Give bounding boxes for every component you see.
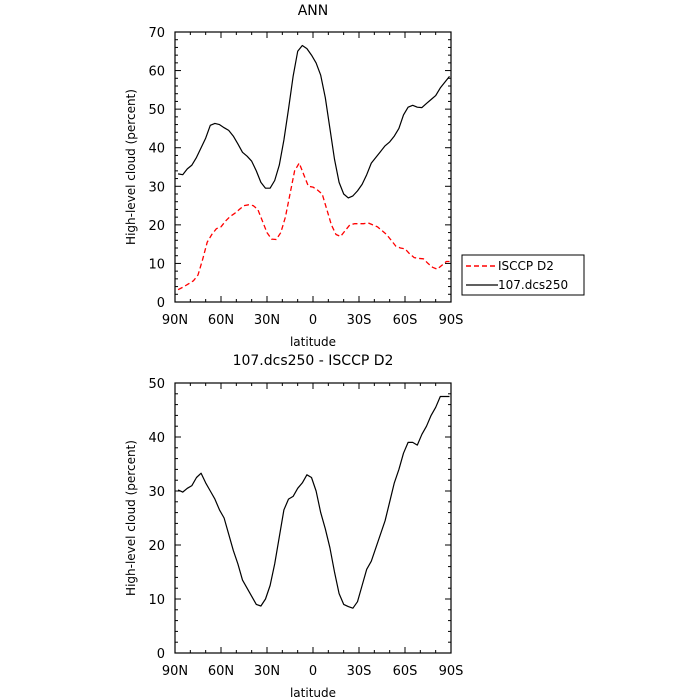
x-tick-label: 90N (162, 313, 188, 328)
x-tick-label: 90S (439, 664, 464, 679)
y-tick-label: 70 (148, 26, 165, 41)
x-tick-label: 0 (309, 313, 317, 328)
panel-title: ANN (298, 3, 329, 19)
series-line-107-dcs250 (177, 44, 450, 199)
y-axis-label: High-level cloud (percent) (124, 440, 138, 596)
y-tick-label: 30 (148, 485, 165, 500)
y-tick-label: 20 (148, 219, 165, 234)
x-tick-label: 30N (254, 664, 280, 679)
x-tick-labels: 90N 60N 30N 0 30S 60S 90S (162, 664, 464, 679)
y-tick-label: 10 (148, 593, 165, 608)
x-tick-label: 30N (254, 313, 280, 328)
x-tick-label: 60N (208, 313, 234, 328)
series-lines (177, 395, 450, 609)
x-axis-label: latitude (290, 686, 336, 700)
panel-difference: 107.dcs250 - ISCCP D2 0 10 20 30 40 50 90N 60N… (124, 353, 463, 700)
y-tick-label: 10 (148, 257, 165, 272)
x-tick-labels: 90N 60N 30N 0 30S 60S 90S (162, 313, 464, 328)
x-axis-label: latitude (290, 335, 336, 349)
y-tick-label: 60 (148, 65, 165, 80)
plot-frame (174, 31, 452, 303)
x-tick-label: 30S (347, 313, 372, 328)
y-tick-labels: 0 10 20 30 40 50 60 70 (148, 26, 165, 311)
y-tick-label: 20 (148, 539, 165, 554)
y-tick-label: 0 (157, 647, 165, 662)
x-tick-label: 30S (347, 664, 372, 679)
legend-box (461, 254, 585, 296)
legend: ISCCP D2 107.dcs250 (461, 254, 585, 296)
x-tick-label: 0 (309, 664, 317, 679)
y-tick-label: 0 (157, 296, 165, 311)
y-tick-labels: 0 10 20 30 40 50 (148, 377, 165, 662)
plot-frame (174, 382, 452, 654)
x-tick-label: 60N (208, 664, 234, 679)
y-tick-label: 50 (148, 377, 165, 392)
y-tick-label: 30 (148, 180, 165, 195)
x-tick-label: 90S (439, 313, 464, 328)
x-tick-label: 60S (393, 664, 418, 679)
series-lines (177, 44, 450, 291)
legend-label-isccp: ISCCP D2 (498, 259, 554, 273)
panel-title: 107.dcs250 - ISCCP D2 (233, 353, 394, 369)
y-tick-label: 40 (148, 431, 165, 446)
series-line-isccp-d2 (177, 162, 450, 291)
x-tick-label: 60S (393, 313, 418, 328)
x-tick-label: 90N (162, 664, 188, 679)
series-line-series-0 (177, 395, 450, 609)
tick-marks (174, 31, 452, 303)
y-axis-label: High-level cloud (percent) (124, 89, 138, 245)
y-tick-label: 40 (148, 142, 165, 157)
tick-marks (174, 382, 452, 654)
legend-label-model: 107.dcs250 (498, 278, 568, 292)
y-tick-label: 50 (148, 103, 165, 118)
